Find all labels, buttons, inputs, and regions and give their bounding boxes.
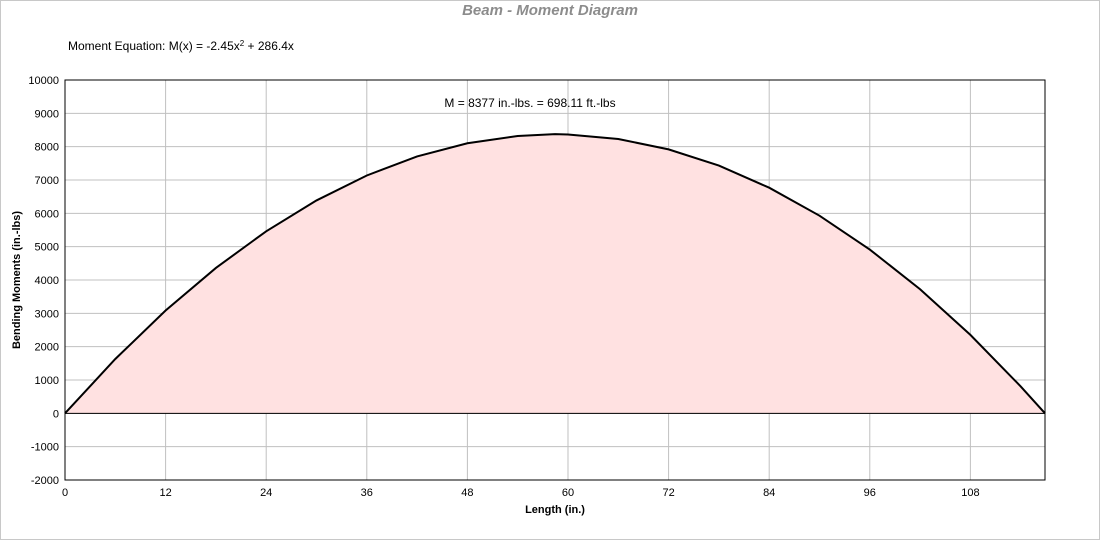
y-tick-label: -2000 [31,475,59,487]
y-tick-label: 5000 [35,242,59,254]
y-tick-label: 10000 [28,75,59,87]
y-tick-label: 1000 [35,375,59,387]
y-tick-label: 2000 [35,342,59,354]
max-moment-annotation: M = 8377 in.-lbs. = 698.11 ft.-lbs [444,96,615,110]
moment-equation: Moment Equation: M(x) = -2.45x2 + 286.4x [68,39,294,53]
moment-curve-line [64,133,1046,415]
y-tick-label: -1000 [31,442,59,454]
x-axis-label: Length (in.) [525,504,585,516]
x-tick-label: 24 [260,487,272,499]
chart-title: Beam - Moment Diagram [462,2,638,19]
x-tick-label: 12 [159,487,171,499]
y-tick-label: 9000 [35,108,59,120]
y-tick-label: 6000 [35,208,59,220]
y-axis-ticks: -2000 -1000 0 1000 2000 3000 4000 5000 6000 7000 8… [28,75,59,487]
x-tick-label: 0 [62,487,68,499]
y-tick-label: 8000 [35,142,59,154]
moment-area-fill [65,134,1045,414]
x-tick-label: 108 [961,487,979,499]
equation-suffix: + 286.4x [244,39,294,53]
y-tick-label: 3000 [35,308,59,320]
equation-prefix: Moment Equation: M(x) = -2.45x [68,39,240,53]
x-tick-label: 96 [864,487,876,499]
y-tick-label: 4000 [35,275,59,287]
y-tick-label: 0 [53,408,59,420]
y-tick-label: 7000 [35,175,59,187]
plot-area-border [64,79,1046,481]
x-tick-label: 60 [562,487,574,499]
equation-superscript: 2 [240,39,245,48]
x-axis-ticks: 0 12 24 36 48 60 72 84 96 108 [62,487,980,499]
x-tick-label: 72 [662,487,674,499]
y-axis-label: Bending Moments (in.-lbs) [11,211,23,349]
x-tick-label: 36 [361,487,373,499]
x-tick-label: 84 [763,487,775,499]
x-tick-label: 48 [461,487,473,499]
